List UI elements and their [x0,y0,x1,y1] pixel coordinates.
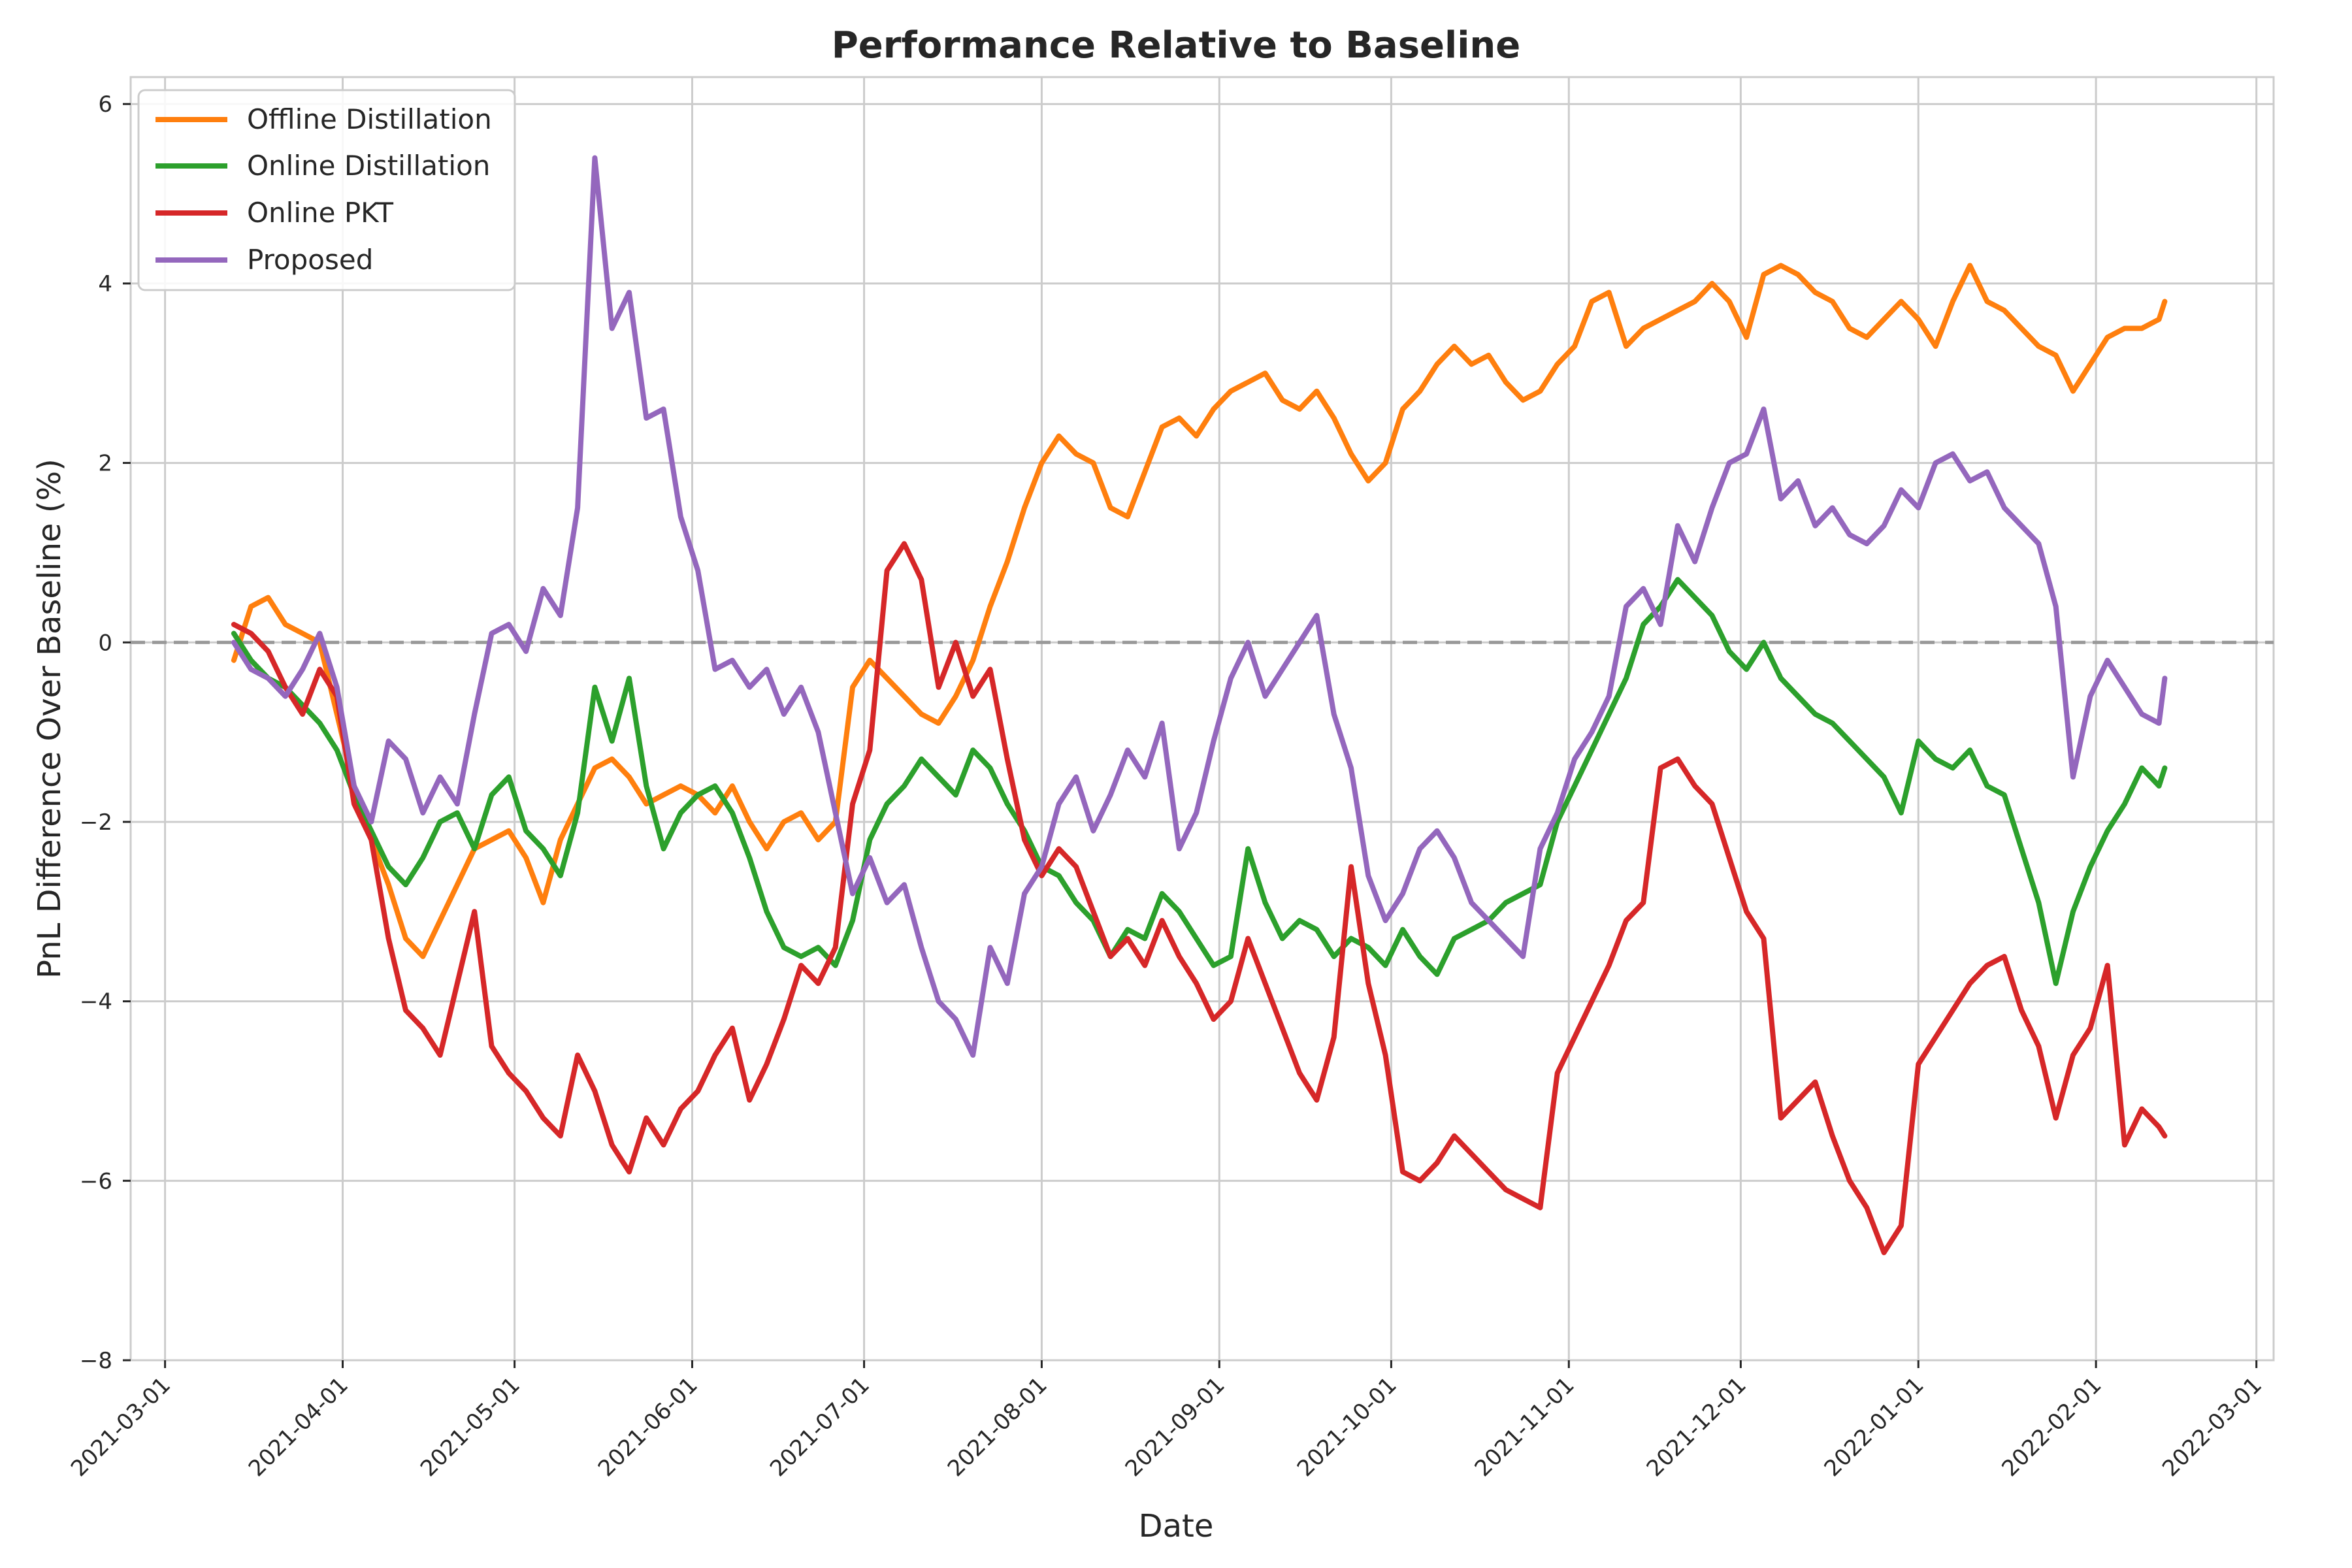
legend-label-online-distillation: Online Distillation [247,150,490,182]
legend-label-proposed: Proposed [247,244,373,276]
chart-title: Performance Relative to Baseline [832,24,1521,67]
y-tick-label: −2 [80,809,112,836]
series-layer [231,155,2168,1256]
y-tick-label: 2 [98,451,112,477]
y-tick-label: −4 [80,989,112,1015]
y-tick-label: 0 [98,630,112,656]
plot-frame [129,76,2275,1362]
y-tick-label: −8 [80,1348,112,1374]
legend-label-online-pkt: Online PKT [247,197,393,229]
grid [131,77,2274,1362]
y-axis-label: PnL Difference Over Baseline (%) [31,459,68,979]
series-line-online-pkt [231,541,2168,1256]
legend: Offline Distillation Online Distillation… [137,89,516,291]
series-line-offline-distillation [231,263,2168,959]
legend-label-offline-distillation: Offline Distillation [247,103,492,135]
legend-box [137,89,516,291]
series-line-online-distillation [231,577,2168,987]
x-axis-label: Date [1139,1508,1214,1544]
y-tick-label: 4 [98,271,112,297]
y-tick-label: −6 [80,1168,112,1194]
y-tick-label: 6 [98,91,112,118]
series-line-proposed [231,155,2168,1058]
